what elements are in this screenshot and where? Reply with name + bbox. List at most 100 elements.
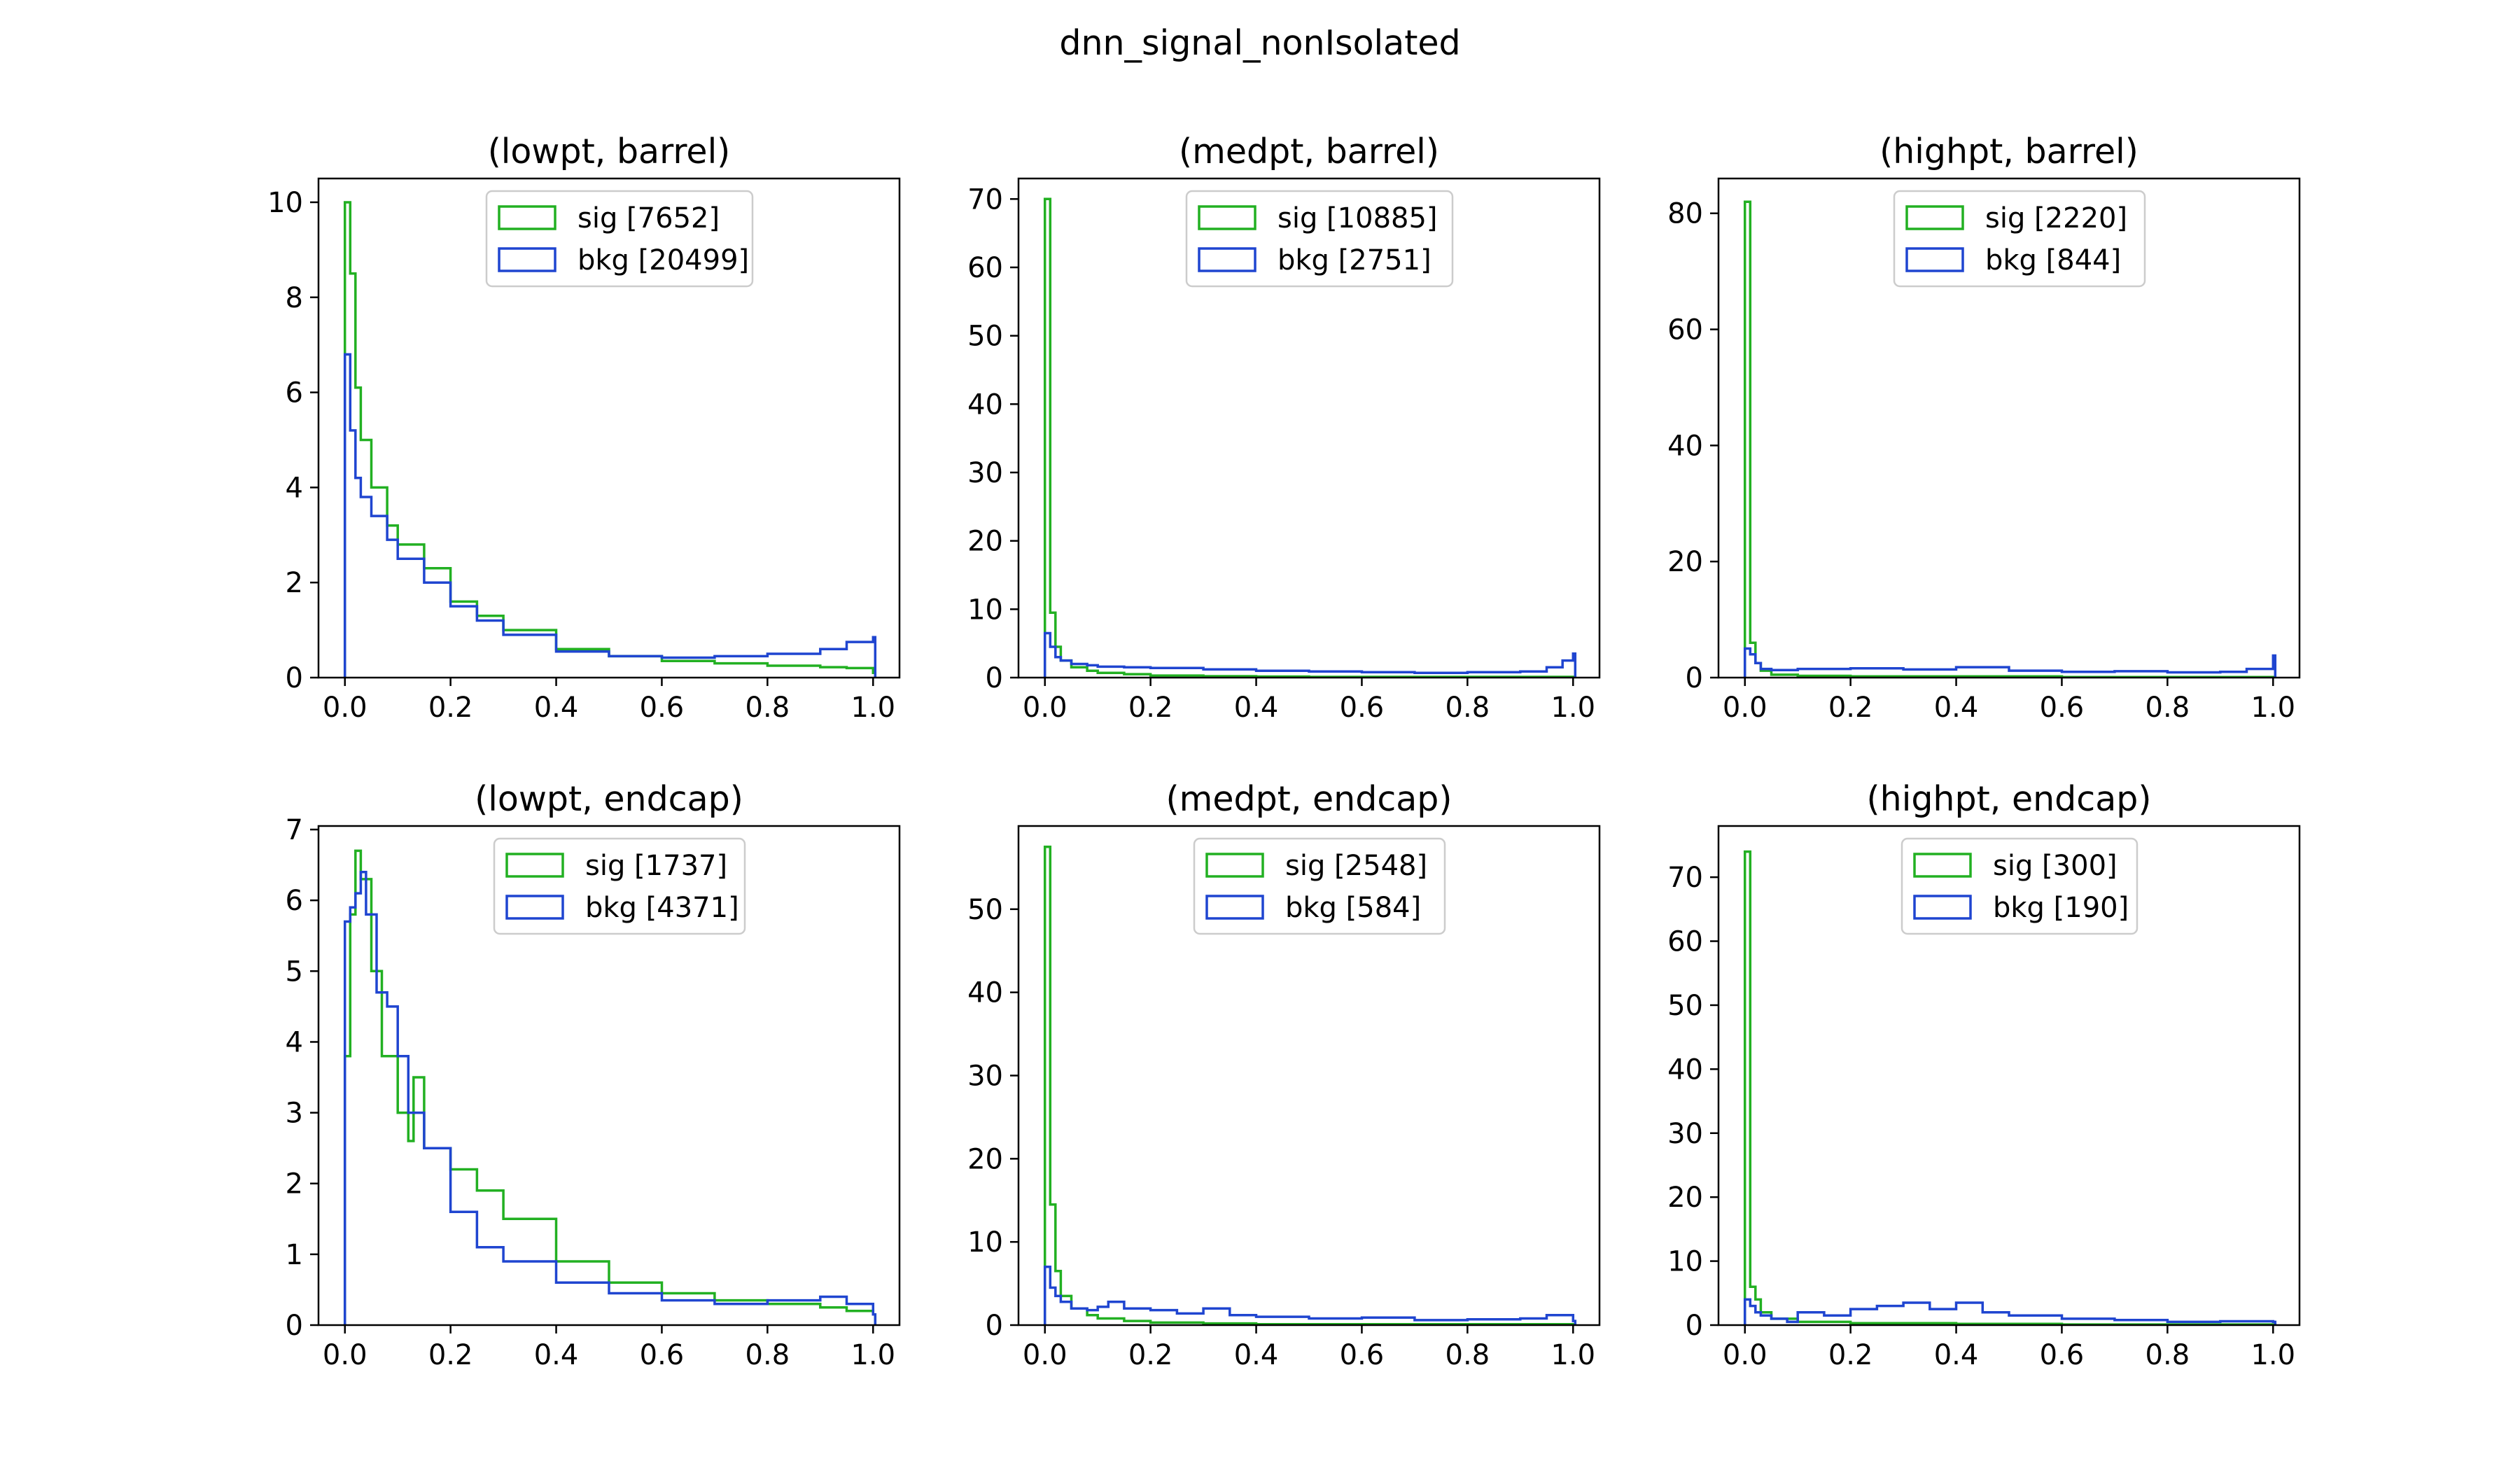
- y-tick-label: 60: [1667, 314, 1703, 346]
- legend-label-sig: sig [7652]: [578, 202, 720, 234]
- series-bkg-line: [343, 353, 877, 678]
- y-tick-label: 1: [286, 1239, 303, 1271]
- y-tick-label: 3: [286, 1098, 303, 1130]
- x-tick-label: 0.2: [1128, 1339, 1173, 1371]
- x-tick-label: 0.4: [1934, 692, 1979, 724]
- series-bkg-line: [1743, 647, 2277, 678]
- subplot-4: (medpt, endcap) 0.0 0.2 0.4 0.6 0.8 1.0 0 10 20 30…: [967, 779, 1601, 1371]
- y-tick-label: 10: [967, 1226, 1003, 1259]
- axes-frame: [1717, 177, 2301, 679]
- subplot-title: (medpt, endcap): [1166, 779, 1452, 819]
- y-tick-label: 4: [286, 1026, 303, 1058]
- y-tick-label: 0: [286, 1310, 303, 1342]
- x-tick-label: 0.4: [1934, 1339, 1979, 1371]
- legend-swatch-bkg: [1913, 895, 1972, 920]
- x-tick-label: 0.6: [1340, 1339, 1385, 1371]
- subplot-title: (highpt, barrel): [1879, 132, 2138, 172]
- x-tick-label: 0.6: [640, 692, 685, 724]
- y-tick-label: 0: [1686, 662, 1703, 694]
- x-tick-label: 1.0: [2250, 1339, 2295, 1371]
- x-tick-label: 0.6: [1340, 692, 1385, 724]
- legend-box: [1185, 190, 1454, 288]
- legend-label-bkg: bkg [584]: [1285, 892, 1421, 924]
- x-tick-label: 0.8: [746, 1339, 790, 1371]
- subplot-1: (medpt, barrel) 0.0 0.2 0.4 0.6 0.8 1.0 0 10 20 30…: [967, 132, 1601, 724]
- legend-label-bkg: bkg [2751]: [1278, 244, 1432, 276]
- x-tick-label: 0.0: [1723, 692, 1768, 724]
- y-tick-label: 0: [1686, 1310, 1703, 1342]
- x-tick-label: 0.8: [2146, 1339, 2190, 1371]
- y-tick-label: 10: [267, 187, 303, 219]
- series-sig-line: [343, 201, 877, 678]
- subplot-title: (medpt, barrel): [1179, 132, 1439, 172]
- subplot-2: (highpt, barrel) 0.0 0.2 0.4 0.6 0.8 1.0 0 20 40 6…: [1667, 132, 2301, 724]
- legend-label-bkg: bkg [4371]: [585, 892, 739, 924]
- subplot-0: (lowpt, barrel) 0.0 0.2 0.4 0.6 0.8 1.0 0 2 4 6 8 10…: [267, 132, 901, 724]
- legend: sig [300] bkg [190]: [1900, 837, 2138, 935]
- y-tick-label: 50: [967, 894, 1003, 926]
- y-tick-label: 10: [967, 594, 1003, 626]
- y-tick-label: 10: [1667, 1246, 1703, 1278]
- y-tick-label: 0: [286, 662, 303, 694]
- legend-box: [1893, 190, 2146, 288]
- series-bkg-line: [1043, 1266, 1577, 1325]
- legend-box: [493, 837, 746, 935]
- figure-title: dnn_signal_nonIsolated: [1059, 23, 1460, 63]
- legend-swatch-bkg: [505, 895, 564, 920]
- subplot-5: (highpt, endcap) 0.0 0.2 0.4 0.6 0.8 1.0 0 10 20 3…: [1667, 779, 2301, 1371]
- y-tick-label: 20: [967, 1143, 1003, 1175]
- series-sig-line: [343, 849, 877, 1325]
- x-tick-label: 0.6: [2040, 1339, 2085, 1371]
- y-tick-label: 30: [967, 1060, 1003, 1093]
- subplot-title: (lowpt, barrel): [488, 132, 731, 172]
- x-tick-label: 0.4: [534, 1339, 579, 1371]
- y-tick-label: 2: [286, 567, 303, 599]
- x-tick-label: 0.8: [2146, 692, 2190, 724]
- y-tick-label: 30: [1667, 1118, 1703, 1150]
- subplot-title: (highpt, endcap): [1867, 779, 2152, 819]
- legend-label-sig: sig [2548]: [1285, 850, 1427, 882]
- x-tick-label: 0.6: [640, 1339, 685, 1371]
- y-tick-label: 50: [1667, 990, 1703, 1022]
- legend-swatch-sig: [498, 205, 556, 230]
- y-tick-label: 50: [967, 321, 1003, 353]
- series-bkg-line: [1743, 1298, 2277, 1325]
- x-tick-label: 0.4: [1234, 1339, 1279, 1371]
- series-bkg-line: [1043, 631, 1577, 678]
- y-tick-label: 40: [1667, 1054, 1703, 1086]
- y-tick-label: 2: [286, 1168, 303, 1200]
- legend-label-sig: sig [2220]: [1985, 202, 2127, 234]
- y-tick-label: 0: [986, 662, 1003, 694]
- legend-label-bkg: bkg [20499]: [578, 244, 749, 276]
- legend-label-bkg: bkg [844]: [1985, 244, 2121, 276]
- legend: sig [7652] bkg [20499]: [485, 190, 754, 288]
- x-tick-label: 0.2: [428, 1339, 473, 1371]
- y-tick-label: 20: [967, 526, 1003, 558]
- legend-swatch-bkg: [1198, 247, 1256, 272]
- y-tick-label: 8: [286, 282, 303, 314]
- x-tick-label: 1.0: [1550, 1339, 1595, 1371]
- legend-box: [1900, 837, 2138, 935]
- legend-box: [485, 190, 754, 288]
- axes-frame: [317, 825, 901, 1326]
- legend-label-bkg: bkg [190]: [1993, 892, 2129, 924]
- x-tick-label: 0.0: [1723, 1339, 1768, 1371]
- x-tick-label: 0.0: [323, 692, 368, 724]
- y-tick-label: 4: [286, 472, 303, 504]
- legend-label-sig: sig [300]: [1993, 850, 2118, 882]
- legend: sig [1737] bkg [4371]: [493, 837, 746, 935]
- legend-swatch-sig: [1905, 205, 1964, 230]
- y-tick-label: 7: [286, 814, 303, 846]
- legend-swatch-bkg: [498, 247, 556, 272]
- legend-swatch-sig: [505, 853, 564, 878]
- subplot-3: (lowpt, endcap) 0.0 0.2 0.4 0.6 0.8 1.0 0 1 2 3 4 5 6…: [286, 779, 901, 1371]
- y-tick-label: 6: [286, 885, 303, 917]
- x-tick-label: 0.4: [1234, 692, 1279, 724]
- y-tick-label: 60: [967, 252, 1003, 284]
- y-tick-label: 30: [967, 457, 1003, 489]
- legend-label-sig: sig [1737]: [585, 850, 727, 882]
- y-tick-label: 20: [1667, 1182, 1703, 1214]
- x-tick-label: 1.0: [2250, 692, 2295, 724]
- x-tick-label: 0.2: [1128, 692, 1173, 724]
